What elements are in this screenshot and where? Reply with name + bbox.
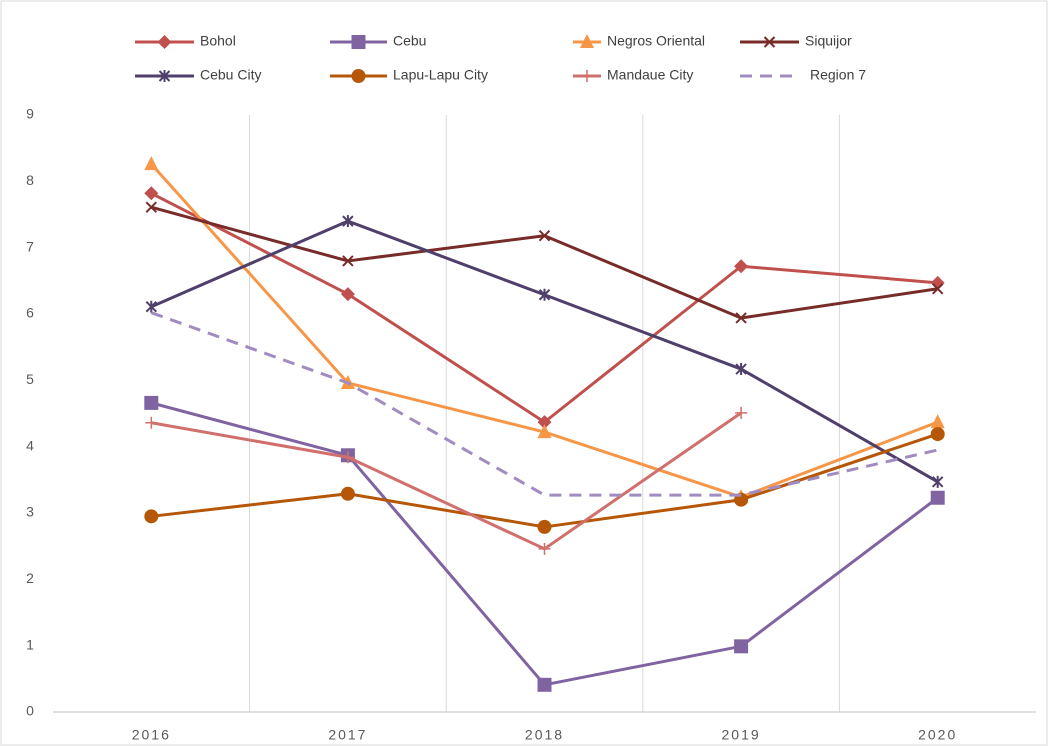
marker (157, 35, 172, 49)
marker (581, 70, 593, 82)
x-tick-label: 2019 (722, 727, 761, 743)
y-tick-label: 1 (26, 636, 34, 652)
x-tick-label: 2017 (328, 727, 367, 743)
legend-label: Region 7 (810, 67, 866, 83)
series-line (151, 411, 742, 551)
y-tick-label: 7 (26, 238, 34, 254)
marker (342, 255, 354, 267)
x-tick-label: 2018 (525, 727, 564, 743)
marker (538, 542, 551, 555)
marker (735, 312, 747, 324)
marker (930, 414, 945, 429)
marker (931, 475, 944, 488)
marker (145, 300, 158, 313)
marker (734, 259, 749, 274)
marker (537, 677, 552, 692)
legend-label: Siquijor (805, 33, 852, 49)
y-tick-label: 0 (26, 703, 34, 719)
marker (930, 490, 945, 505)
marker (537, 519, 552, 534)
marker (580, 34, 594, 48)
marker (735, 363, 747, 376)
marker (340, 287, 355, 302)
legend-label: Lapu-Lapu City (393, 67, 488, 83)
marker (931, 283, 944, 295)
marker (342, 215, 354, 228)
marker (351, 35, 366, 49)
marker (735, 406, 748, 419)
marker (144, 509, 159, 524)
y-tick-label: 5 (26, 371, 34, 387)
y-tick-label: 8 (26, 172, 34, 188)
marker (341, 451, 354, 464)
y-tick-label: 4 (26, 437, 34, 453)
marker (734, 639, 749, 654)
marker (930, 427, 945, 442)
marker (145, 416, 158, 429)
y-tick-label: 6 (26, 305, 34, 321)
legend-label: Mandaue City (607, 67, 693, 83)
legend-label: Negros Oriental (607, 33, 705, 49)
marker (351, 69, 366, 83)
marker (538, 230, 551, 242)
legend-label: Cebu City (200, 67, 261, 83)
marker (538, 288, 551, 301)
legend-label: Bohol (200, 33, 236, 49)
marker (144, 395, 159, 410)
y-tick-label: 3 (26, 504, 34, 520)
y-tick-label: 2 (26, 570, 34, 586)
marker (158, 70, 171, 82)
marker (763, 36, 776, 48)
legend-label: Cebu (393, 33, 426, 49)
marker (340, 486, 355, 501)
x-tick-label: 2020 (918, 727, 957, 743)
marker (537, 424, 552, 439)
x-tick-label: 2016 (132, 727, 171, 743)
marker (537, 415, 552, 430)
y-tick-label: 9 (26, 106, 34, 122)
marker (145, 201, 158, 213)
marker (144, 156, 159, 171)
marker (144, 186, 159, 201)
